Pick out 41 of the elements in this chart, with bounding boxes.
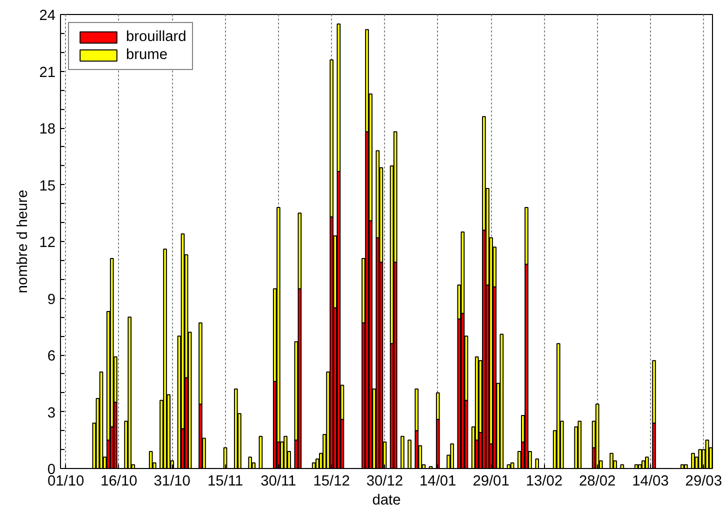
x-tick-label: 13/02: [526, 474, 563, 490]
x-tick-label: 14/01: [420, 474, 456, 490]
bar: [163, 248, 167, 468]
bar: [610, 452, 614, 468]
x-tick-label: 15/11: [207, 474, 244, 490]
y-tick-label: 18: [39, 122, 56, 138]
y-tick-label: 15: [39, 178, 56, 194]
y-tick-label: 3: [47, 405, 56, 422]
x-tick-label: 31/10: [154, 474, 190, 490]
x-axis-title: date: [372, 492, 401, 508]
y-axis-title: nombre d heure: [15, 190, 32, 294]
x-tick-label: 14/03: [632, 474, 669, 490]
bar: [535, 458, 540, 468]
bar: [258, 436, 263, 468]
y-tick-label: 21: [39, 64, 56, 81]
bar: [691, 452, 695, 468]
x-tick-label: 30/12: [366, 474, 404, 490]
bar: [450, 443, 454, 468]
x-tick-label: 30/11: [260, 474, 296, 490]
legend-label: brume: [126, 47, 168, 63]
bar: [500, 334, 504, 468]
bar: [128, 316, 132, 468]
bar: [556, 343, 560, 468]
bar: [148, 450, 153, 468]
bar: [578, 420, 582, 468]
x-tick-label: 28/02: [579, 474, 616, 490]
y-tick-label: 24: [39, 8, 56, 24]
y-tick-label: 9: [47, 292, 56, 308]
bar: [248, 456, 252, 468]
y-tick-label: 12: [39, 235, 56, 251]
y-tick-label: 6: [47, 348, 56, 364]
legend-label: brouillard: [126, 29, 186, 45]
x-tick-label: 15/12: [313, 474, 350, 490]
bar: [284, 436, 288, 468]
x-tick-label: 29/03: [685, 474, 722, 490]
bar: [99, 372, 104, 468]
bar: [400, 436, 404, 468]
bar: [234, 388, 238, 468]
x-tick-label: 16/10: [100, 474, 138, 490]
bar: [408, 440, 412, 468]
x-tick-label: 29/01: [472, 474, 510, 490]
